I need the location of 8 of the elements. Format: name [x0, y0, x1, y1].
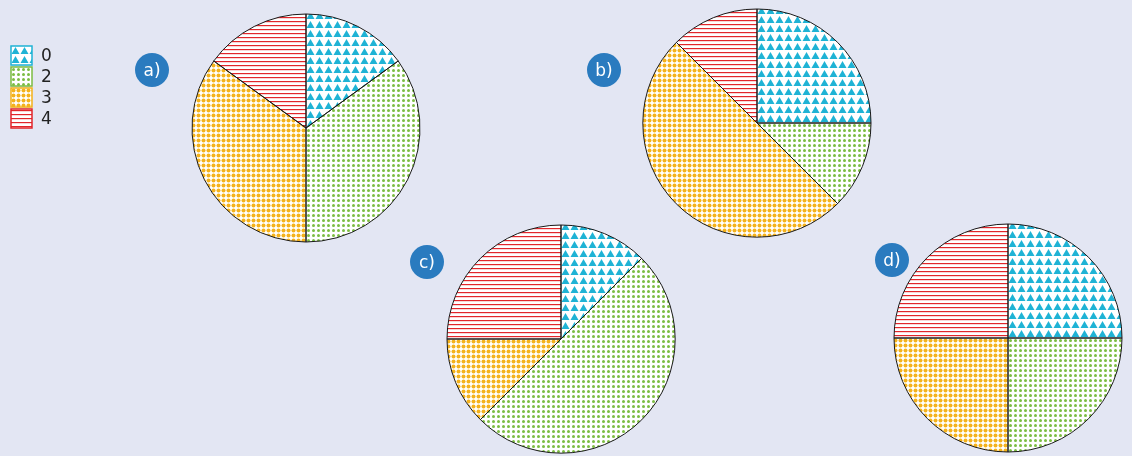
legend-label: 4 [41, 108, 52, 128]
text: b) [595, 60, 613, 80]
legend-label: 3 [41, 87, 52, 107]
text: a) [143, 60, 161, 80]
legend-label: 0 [41, 45, 52, 65]
legend-label: 2 [41, 66, 52, 86]
text: d) [883, 250, 901, 270]
text: c) [419, 252, 435, 272]
